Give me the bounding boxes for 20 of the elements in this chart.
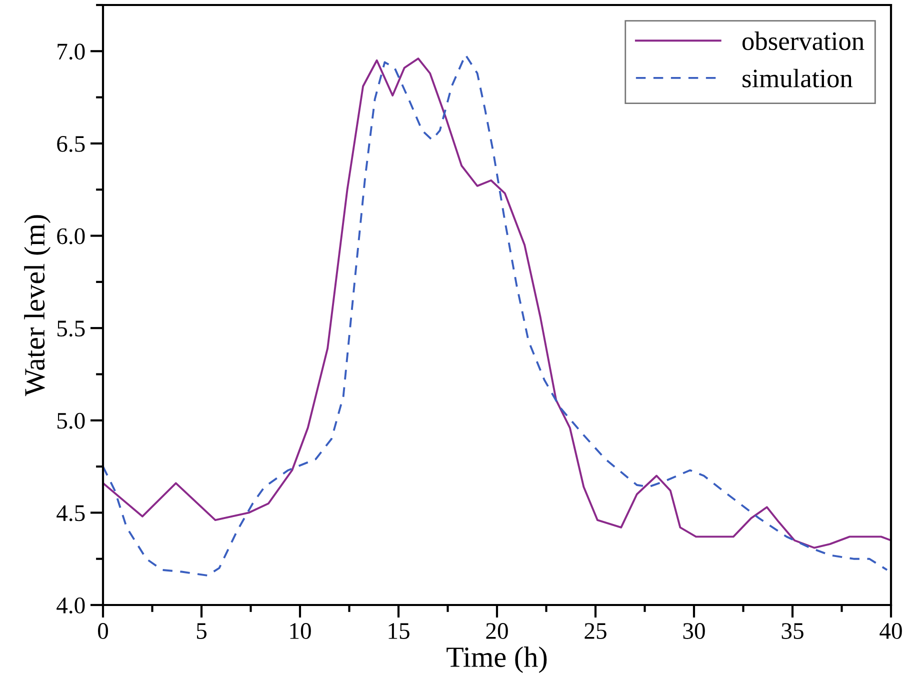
y-tick-label: 7.0 — [58, 44, 85, 60]
x-tick-label: 25 — [584, 623, 606, 639]
x-tick-label: 30 — [683, 623, 705, 639]
y-tick-label: 6.5 — [57, 136, 85, 152]
y-tick-label: 4.0 — [56, 597, 85, 614]
x-tick-label: 35 — [782, 623, 804, 639]
x-tick-label: 15 — [388, 623, 410, 639]
x-axis-title: Time (h) — [446, 646, 547, 673]
x-tick-label: 10 — [290, 623, 311, 639]
y-tick-label: 5.5 — [57, 320, 85, 337]
y-tick-label: 5.0 — [57, 412, 85, 429]
y-tick-label: 6.0 — [57, 228, 85, 244]
legend-label: observation — [742, 32, 864, 50]
x-tick-label: 5 — [196, 623, 206, 639]
x-tick-label: 20 — [486, 623, 508, 639]
y-axis-title: Water level (m) — [24, 215, 51, 396]
x-tick-label: 40 — [880, 623, 902, 639]
y-tick-label: 4.5 — [56, 505, 85, 522]
x-tick-label: 0 — [98, 623, 108, 639]
legend-label: simulation — [742, 68, 853, 88]
